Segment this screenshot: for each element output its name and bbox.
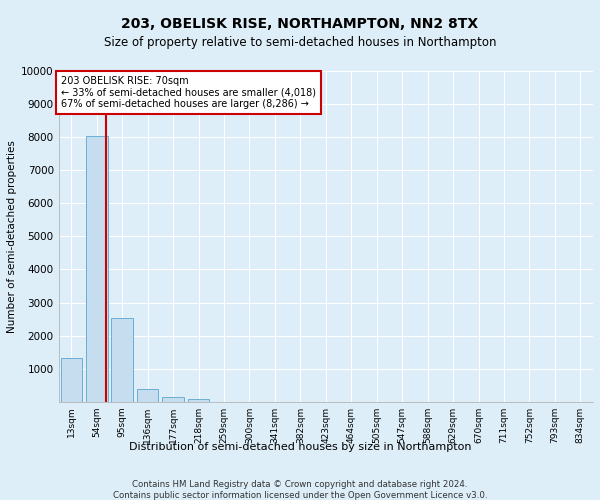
Bar bbox=[112, 318, 133, 402]
Bar bbox=[163, 397, 184, 402]
Text: 203 OBELISK RISE: 70sqm
← 33% of semi-detached houses are smaller (4,018)
67% of: 203 OBELISK RISE: 70sqm ← 33% of semi-de… bbox=[61, 76, 316, 109]
Bar bbox=[86, 136, 107, 402]
Bar bbox=[137, 389, 158, 402]
Text: Size of property relative to semi-detached houses in Northampton: Size of property relative to semi-detach… bbox=[104, 36, 496, 49]
Y-axis label: Number of semi-detached properties: Number of semi-detached properties bbox=[7, 140, 17, 333]
Text: Contains HM Land Registry data © Crown copyright and database right 2024.: Contains HM Land Registry data © Crown c… bbox=[132, 480, 468, 489]
Text: Distribution of semi-detached houses by size in Northampton: Distribution of semi-detached houses by … bbox=[129, 442, 471, 452]
Bar bbox=[61, 358, 82, 402]
Bar bbox=[188, 398, 209, 402]
Text: 203, OBELISK RISE, NORTHAMPTON, NN2 8TX: 203, OBELISK RISE, NORTHAMPTON, NN2 8TX bbox=[121, 18, 479, 32]
Text: Contains public sector information licensed under the Open Government Licence v3: Contains public sector information licen… bbox=[113, 491, 487, 500]
